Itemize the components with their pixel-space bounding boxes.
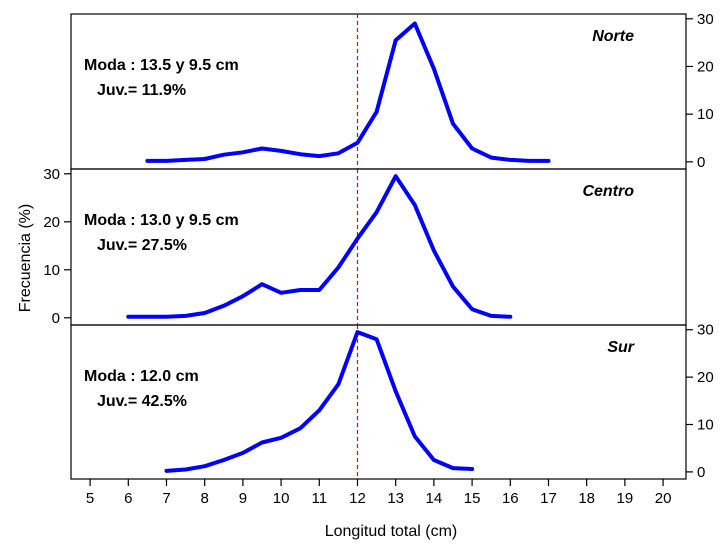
panel-norte: 0 10 20 30 Norte Moda : 13.5 y 9.5 cm Juv.= 11…	[70, 11, 714, 171]
y-tick-label: 10	[697, 417, 714, 434]
y-tick-label: 20	[697, 369, 714, 386]
y-tick-label: 20	[697, 58, 714, 75]
y-tick-label: 30	[697, 322, 714, 339]
y-tick-label: 30	[43, 166, 60, 183]
juvenile-annotation: Juv.= 27.5%	[97, 237, 187, 254]
x-tick-label: 17	[540, 490, 557, 507]
panel-centro: 0 10 20 30 Centro Moda : 13.0 y 9.5 cm Juv.= 2…	[43, 166, 687, 327]
juvenile-annotation: Juv.= 42.5%	[97, 393, 187, 410]
y-tick-label: 10	[43, 262, 60, 279]
x-tick-label: 5	[86, 490, 94, 507]
x-tick-label: 10	[273, 490, 290, 507]
y-tick-label: 30	[697, 11, 714, 28]
x-tick-label: 13	[387, 490, 404, 507]
x-tick-label: 18	[578, 490, 595, 507]
x-axis: 5 6 7 8 9 10 11 12 13 14 15 16 17 18 19 20	[86, 479, 671, 507]
y-tick-label: 10	[697, 106, 714, 123]
x-tick-label: 9	[239, 490, 247, 507]
x-tick-label: 12	[349, 490, 366, 507]
panel-sur: 0 10 20 30 Sur Moda : 12.0 cm Juv.= 42.5%	[70, 322, 714, 481]
juvenile-annotation: Juv.= 11.9%	[97, 82, 186, 99]
x-tick-label: 19	[617, 490, 634, 507]
x-tick-label: 15	[464, 490, 481, 507]
mode-annotation: Moda : 13.0 y 9.5 cm	[84, 212, 239, 229]
y-axis-title: Frecuencia (%)	[17, 204, 34, 312]
panel-title: Sur	[607, 339, 634, 356]
series-line	[145, 21, 551, 163]
series-line	[164, 330, 475, 473]
y-tick-label: 0	[697, 154, 705, 171]
y-tick-label: 0	[52, 310, 60, 327]
x-tick-label: 8	[201, 490, 209, 507]
x-tick-label: 16	[502, 490, 519, 507]
y-tick-label: 20	[43, 214, 60, 231]
series-line	[126, 174, 513, 319]
x-tick-label: 20	[655, 490, 672, 507]
x-tick-label: 6	[124, 490, 132, 507]
y-tick-label: 0	[697, 464, 705, 481]
x-axis-title: Longitud total (cm)	[325, 523, 458, 540]
panel-title: Norte	[592, 28, 634, 45]
x-tick-label: 14	[426, 490, 443, 507]
x-tick-label: 7	[162, 490, 170, 507]
panel-frame	[70, 324, 687, 480]
x-tick-label: 11	[312, 490, 328, 507]
panel-title: Centro	[582, 183, 634, 200]
mode-annotation: Moda : 12.0 cm	[84, 368, 199, 385]
mode-annotation: Moda : 13.5 y 9.5 cm	[84, 57, 239, 74]
